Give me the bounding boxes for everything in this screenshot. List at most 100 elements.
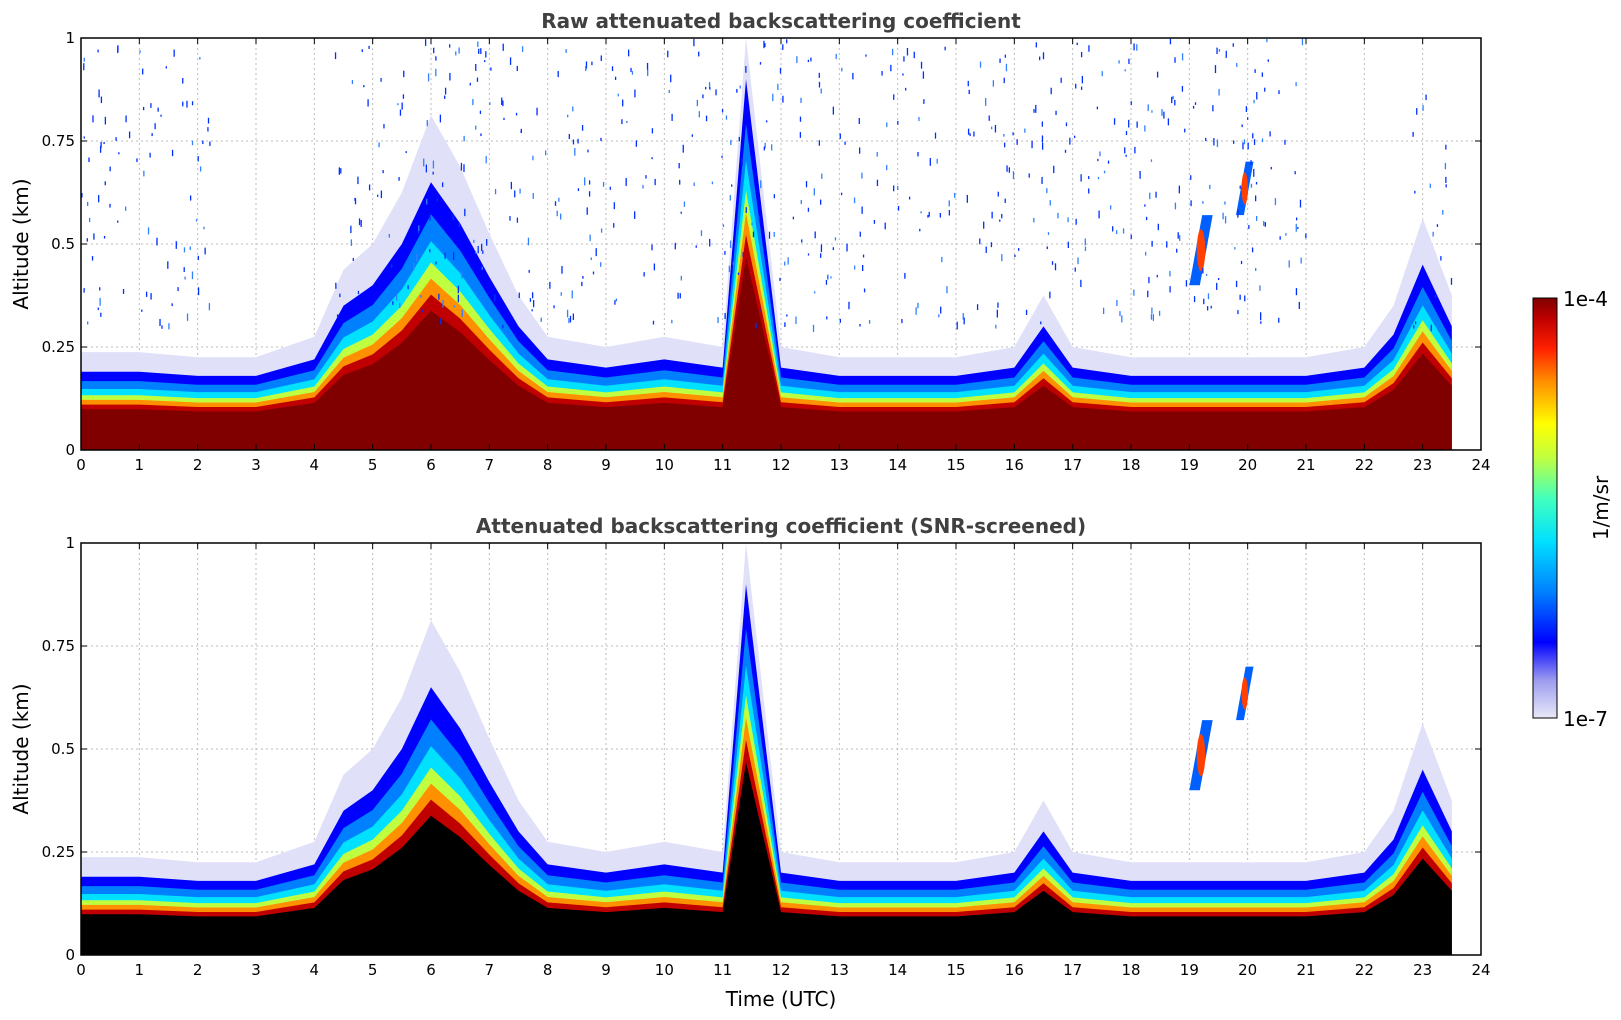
noise-speck (87, 321, 89, 325)
noise-speck (792, 216, 795, 220)
noise-speck (357, 176, 359, 185)
noise-speck (745, 66, 747, 73)
noise-speck (388, 234, 390, 238)
noise-speck (97, 307, 99, 311)
noise-speck (683, 201, 686, 207)
noise-speck (100, 141, 102, 148)
noise-speck (917, 302, 919, 309)
panel-1-title: Raw attenuated backscattering coefficien… (541, 9, 1021, 33)
noise-speck (759, 308, 761, 313)
noise-speck (199, 56, 201, 60)
noise-speck (1259, 285, 1261, 291)
noise-speck (516, 217, 519, 223)
noise-speck (88, 157, 90, 163)
noise-speck (209, 141, 211, 146)
noise-speck (1001, 254, 1003, 262)
noise-speck (678, 163, 680, 169)
noise-speck (502, 324, 504, 329)
noise-speck (156, 237, 158, 246)
noise-speck (1156, 71, 1159, 78)
noise-speck (677, 292, 679, 299)
noise-speck (787, 257, 789, 265)
noise-speck (764, 43, 766, 47)
x-tick-label: 16 (1005, 456, 1024, 474)
noise-speck (1217, 277, 1220, 281)
noise-speck (1080, 86, 1083, 90)
noise-speck (567, 114, 569, 118)
noise-speck (1216, 47, 1218, 55)
noise-speck (1124, 147, 1126, 154)
noise-speck (83, 57, 85, 62)
noise-speck (1101, 71, 1103, 77)
noise-speck (189, 246, 191, 251)
noise-speck (891, 48, 894, 56)
noise-speck (549, 281, 551, 289)
noise-speck (481, 266, 483, 270)
noise-speck (182, 101, 184, 107)
noise-speck (1278, 90, 1280, 95)
noise-speck (763, 40, 765, 49)
noise-speck (1073, 135, 1076, 139)
noise-speck (1184, 128, 1186, 133)
noise-speck (906, 47, 909, 56)
noise-speck (584, 177, 586, 186)
noise-speck (1136, 44, 1138, 51)
panel-1-x-ticks: 0 1 2 3 4 5 6 7 8 9 10 11 12 13 14 15 16 17 18 19 20 21 22 23 24 (76, 38, 1491, 474)
noise-speck (1115, 230, 1118, 235)
noise-speck (477, 246, 479, 254)
noise-speck (779, 67, 782, 74)
noise-speck (1181, 53, 1184, 61)
noise-speck (741, 158, 743, 166)
noise-speck (1295, 223, 1297, 232)
noise-speck (81, 192, 83, 198)
noise-speck (1046, 246, 1048, 250)
noise-speck (1155, 191, 1157, 198)
noise-speck (1224, 216, 1227, 224)
noise-speck (1139, 170, 1141, 179)
noise-speck (1003, 142, 1006, 148)
noise-speck (177, 287, 179, 292)
noise-speck (1124, 69, 1126, 72)
noise-speck (1263, 221, 1265, 226)
noise-speck (1016, 139, 1018, 145)
noise-speck (115, 137, 117, 141)
noise-speck (88, 217, 91, 223)
noise-speck (948, 210, 951, 216)
x-tick-label: 21 (1296, 456, 1315, 474)
noise-speck (918, 116, 920, 122)
noise-speck (724, 313, 726, 320)
noise-speck (1024, 128, 1026, 133)
noise-speck (494, 188, 497, 195)
noise-speck (519, 188, 521, 194)
noise-speck (1416, 108, 1418, 115)
noise-speck (800, 199, 802, 205)
noise-speck (759, 62, 762, 65)
noise-speck (1096, 106, 1099, 110)
noise-speck (985, 98, 987, 106)
noise-speck (698, 111, 700, 118)
x-tick-label: 20 (1238, 961, 1257, 979)
noise-speck (1233, 140, 1235, 144)
noise-speck (1190, 200, 1192, 207)
noise-speck (1422, 105, 1424, 111)
noise-speck (1237, 209, 1239, 218)
x-tick-label: 14 (888, 456, 907, 474)
noise-speck (1434, 294, 1437, 298)
noise-speck (100, 312, 102, 317)
noise-speck (859, 231, 861, 237)
noise-speck (418, 225, 420, 232)
elevated-feature-core (1241, 172, 1248, 205)
noise-speck (1207, 293, 1210, 300)
noise-speck (709, 87, 711, 90)
noise-speck (1074, 267, 1076, 272)
noise-speck (642, 184, 644, 189)
noise-speck (844, 141, 846, 145)
noise-speck (1445, 144, 1447, 150)
noise-speck (182, 78, 184, 84)
noise-speck (1119, 311, 1121, 317)
noise-speck (532, 193, 534, 199)
noise-speck (336, 314, 339, 318)
noise-speck (352, 258, 354, 261)
noise-speck (1298, 301, 1300, 309)
